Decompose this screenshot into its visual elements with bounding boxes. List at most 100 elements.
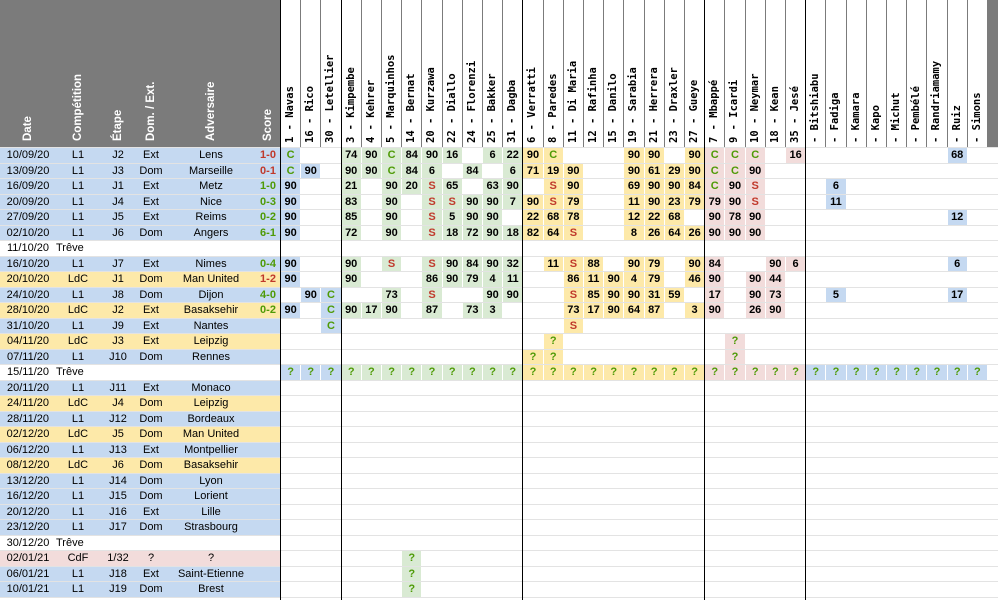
cell-score [256, 582, 280, 597]
player-header-6 [402, 0, 422, 147]
player-cell: 90 [745, 287, 765, 303]
cell-domext: Dom [139, 350, 163, 363]
player-cell: 26 [644, 225, 664, 241]
player-header-23 [745, 0, 765, 147]
player-label: 27 - Gueye [688, 79, 700, 143]
cell-etape: J9 [112, 319, 124, 332]
player-cell: 79 [462, 272, 482, 287]
player-cell: ? [745, 365, 765, 380]
cell-etape: J10 [109, 350, 127, 363]
cell-competition: L1 [71, 474, 85, 487]
player-cell: 46 [685, 272, 705, 287]
cell-competition: L1 [71, 319, 85, 332]
row-divider [0, 209, 998, 210]
player-cell: 90 [462, 194, 482, 210]
player-header-14 [563, 0, 583, 147]
player-cell: 61 [644, 163, 664, 179]
player-cell: C [705, 163, 725, 179]
cell-competition: Trêve [56, 242, 84, 254]
player-cell: 90 [705, 225, 725, 241]
cell-adversaire: Dijon [198, 288, 224, 301]
player-cell: S [442, 194, 462, 210]
cell-etape: J11 [109, 381, 127, 394]
player-cell: 44 [765, 272, 785, 287]
player-cell: 78 [563, 210, 583, 225]
player-cell: 79 [705, 194, 725, 210]
player-cell: ? [341, 365, 361, 380]
cell-score: 0-1 [260, 164, 276, 177]
cell-score: 0-2 [260, 304, 276, 316]
table-row [0, 163, 280, 179]
player-header-29 [866, 0, 886, 147]
table-row [0, 272, 280, 287]
player-cell: 73 [462, 303, 482, 318]
column-separator [522, 0, 524, 600]
table-header: Date Compétition Étape Dom. / Ext. Adversair… [0, 0, 998, 147]
table-row [0, 287, 280, 303]
player-cell: 90 [483, 210, 503, 225]
player-cell: 90 [765, 256, 785, 272]
cell-competition: CdF [67, 552, 89, 564]
header-competition: Compétition [72, 73, 84, 141]
cell-date: 10/01/21 [6, 583, 50, 595]
cell-date: 28/11/20 [6, 412, 49, 425]
cell-competition: L1 [71, 149, 85, 161]
table-row [0, 179, 280, 194]
player-cell: ? [543, 334, 563, 349]
table-row [0, 504, 280, 520]
player-label: - Fadiga [829, 92, 842, 143]
player-cell: 90 [281, 194, 301, 210]
cell-competition: LdC [67, 459, 89, 471]
cell-adversaire: Strasbourg [184, 521, 238, 533]
cell-competition: L1 [71, 505, 85, 518]
player-cell: 90 [685, 256, 705, 272]
player-cell: S [563, 287, 583, 303]
player-header-0 [281, 0, 301, 147]
cell-etape: J7 [112, 257, 124, 270]
player-cell: 18 [503, 225, 523, 241]
cell-adversaire: Leipzig [193, 397, 229, 409]
cell-etape: J2 [112, 304, 124, 316]
player-label: 14 - Bernat [405, 73, 418, 143]
cell-etape: J2 [112, 149, 124, 161]
player-cell: 84 [402, 163, 422, 179]
player-cell: ? [887, 365, 907, 380]
player-label: - Ruiz [950, 105, 963, 143]
cell-date: 24/11/20 [6, 397, 49, 409]
player-header-24 [765, 0, 785, 147]
cell-etape: J16 [109, 505, 127, 518]
column-separator [805, 0, 807, 600]
player-header-11 [503, 0, 523, 147]
player-cell: ? [462, 365, 482, 380]
player-cell: 90 [745, 272, 765, 287]
cell-competition: LdC [67, 335, 89, 347]
player-label: 8 - Paredes [546, 73, 559, 143]
cell-date: 02/10/20 [6, 226, 50, 239]
player-cell: 59 [664, 287, 684, 303]
player-header-3 [341, 0, 361, 147]
cell-adversaire: Reims [195, 211, 227, 223]
player-cell: 79 [644, 272, 664, 287]
player-cell: ? [382, 365, 402, 380]
player-cell: 88 [584, 256, 604, 272]
table-row [0, 334, 280, 349]
player-cell: 73 [382, 287, 402, 303]
row-divider [0, 271, 998, 272]
cell-domext: Ext [143, 149, 159, 161]
cell-etape: J8 [112, 288, 124, 301]
cell-score [256, 334, 280, 349]
header-domext: Dom. / Ext. [145, 81, 157, 141]
cell-domext: Ext [143, 195, 159, 208]
cell-competition: L1 [71, 443, 85, 456]
player-cell: 90 [765, 303, 785, 318]
player-cell: C [543, 148, 563, 163]
player-cell: 11 [503, 272, 523, 287]
player-cell: 17 [584, 303, 604, 318]
table-row [0, 194, 280, 210]
player-cell: 22 [503, 148, 523, 163]
player-header-30 [887, 0, 907, 147]
player-cell: 90 [483, 225, 503, 241]
player-cell: 90 [382, 210, 402, 225]
cell-domext: Dom [139, 474, 163, 487]
player-cell: 86 [563, 272, 583, 287]
